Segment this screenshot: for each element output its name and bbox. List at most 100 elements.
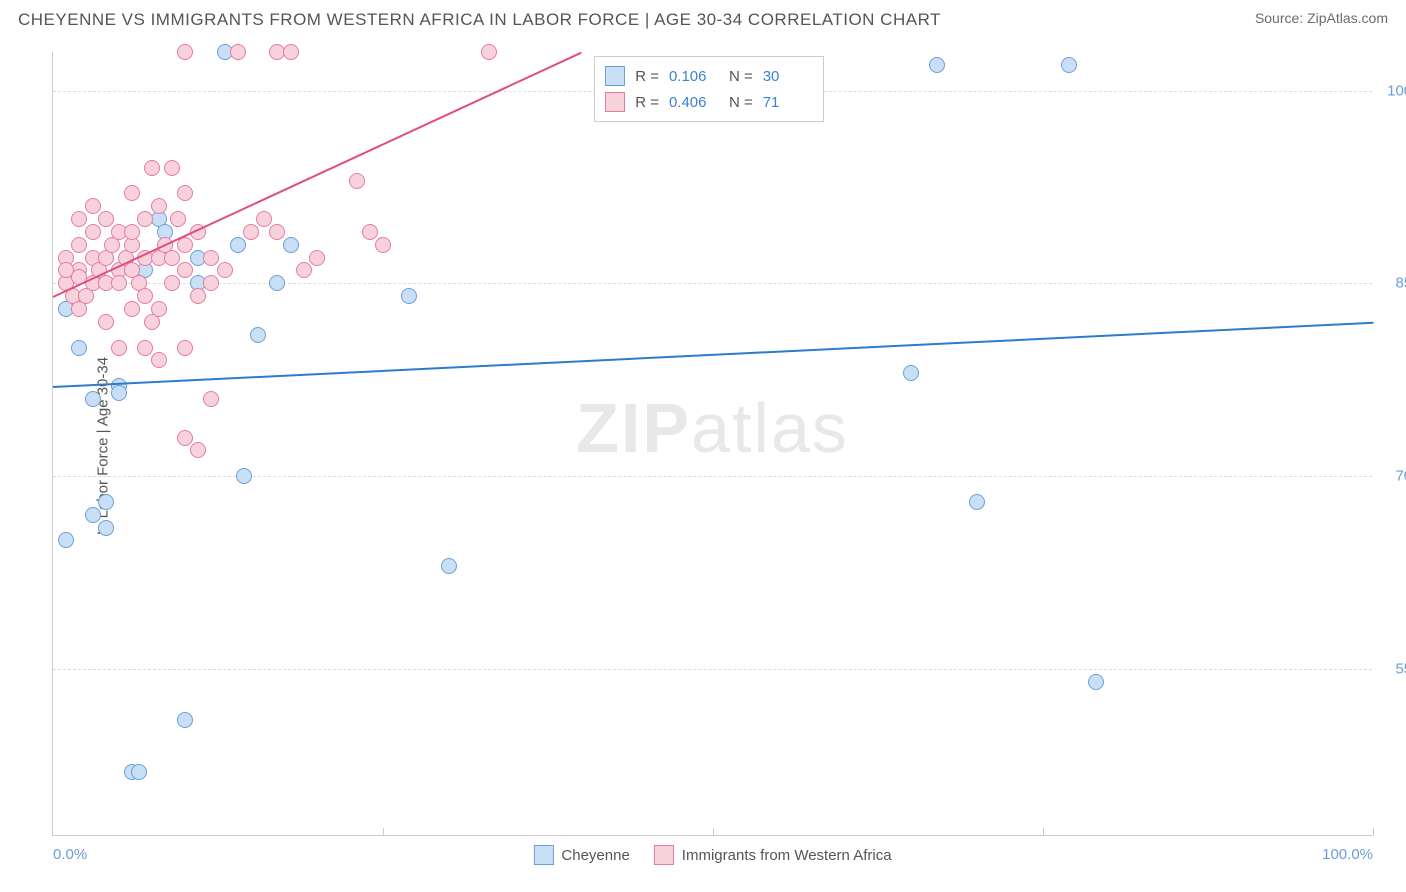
watermark: ZIPatlas [576,388,849,468]
data-point [283,237,299,253]
legend-n-value: 30 [763,68,813,85]
data-point [71,340,87,356]
data-point [190,442,206,458]
data-point [929,57,945,73]
data-point [969,494,985,510]
data-point [269,275,285,291]
data-point [349,173,365,189]
legend-label: Cheyenne [561,847,629,864]
legend-r-label: R = [635,68,659,85]
data-point [98,494,114,510]
legend-swatch [654,845,674,865]
data-point [203,391,219,407]
data-point [124,185,140,201]
data-point [230,237,246,253]
gridline-h [53,283,1372,284]
data-point [164,250,180,266]
data-point [1061,57,1077,73]
data-point [903,365,919,381]
data-point [283,44,299,60]
legend-item: Cheyenne [533,845,629,865]
data-point [250,327,266,343]
data-point [164,160,180,176]
data-point [177,262,193,278]
data-point [85,224,101,240]
legend-n-value: 71 [763,94,813,111]
data-point [124,301,140,317]
source-label: Source: ZipAtlas.com [1255,10,1388,26]
plot-area: ZIPatlas 55.0%70.0%85.0%100.0%0.0%100.0%… [52,52,1372,836]
data-point [151,352,167,368]
x-tick-mark [383,828,384,836]
data-point [98,314,114,330]
data-point [71,211,87,227]
data-point [164,275,180,291]
data-point [85,198,101,214]
data-point [137,340,153,356]
data-point [203,250,219,266]
data-point [111,340,127,356]
data-point [1088,674,1104,690]
data-point [256,211,272,227]
data-point [177,185,193,201]
legend-swatch [605,92,625,112]
data-point [401,288,417,304]
data-point [58,262,74,278]
y-tick-label: 55.0% [1378,660,1406,677]
data-point [71,237,87,253]
data-point [144,160,160,176]
data-point [230,44,246,60]
data-point [71,301,87,317]
legend-swatch [533,845,553,865]
x-tick-mark [1373,828,1374,836]
data-point [137,288,153,304]
legend-row: R = 0.406 N = 71 [605,89,813,115]
data-point [131,764,147,780]
y-tick-label: 100.0% [1378,82,1406,99]
data-point [124,224,140,240]
legend-label: Immigrants from Western Africa [682,847,892,864]
legend-swatch [605,66,625,86]
data-point [481,44,497,60]
data-point [111,275,127,291]
legend-r-label: R = [635,94,659,111]
data-point [269,224,285,240]
data-point [243,224,259,240]
legend-n-label: N = [729,68,753,85]
y-tick-label: 85.0% [1378,275,1406,292]
data-point [203,275,219,291]
x-tick-mark [1043,828,1044,836]
data-point [151,198,167,214]
data-point [85,391,101,407]
legend-n-label: N = [729,94,753,111]
legend-row: R = 0.106 N = 30 [605,63,813,89]
y-tick-label: 70.0% [1378,468,1406,485]
legend-item: Immigrants from Western Africa [654,845,892,865]
gridline-h [53,669,1372,670]
data-point [362,224,378,240]
data-point [98,520,114,536]
data-point [170,211,186,227]
x-tick-label: 0.0% [53,846,87,863]
data-point [177,430,193,446]
data-point [296,262,312,278]
data-point [111,385,127,401]
series-legend: Cheyenne Immigrants from Western Africa [533,845,891,865]
chart-title: CHEYENNE VS IMMIGRANTS FROM WESTERN AFRI… [18,10,941,30]
data-point [375,237,391,253]
legend-r-value: 0.106 [669,68,719,85]
data-point [85,507,101,523]
data-point [217,262,233,278]
x-tick-mark [713,828,714,836]
data-point [151,301,167,317]
data-point [177,712,193,728]
watermark-zip: ZIP [576,389,691,467]
correlation-legend: R = 0.106 N = 30 R = 0.406 N = 71 [594,56,824,122]
data-point [236,468,252,484]
legend-r-value: 0.406 [669,94,719,111]
data-point [177,44,193,60]
x-tick-label: 100.0% [1322,846,1373,863]
data-point [98,211,114,227]
data-point [177,340,193,356]
watermark-atlas: atlas [691,389,849,467]
